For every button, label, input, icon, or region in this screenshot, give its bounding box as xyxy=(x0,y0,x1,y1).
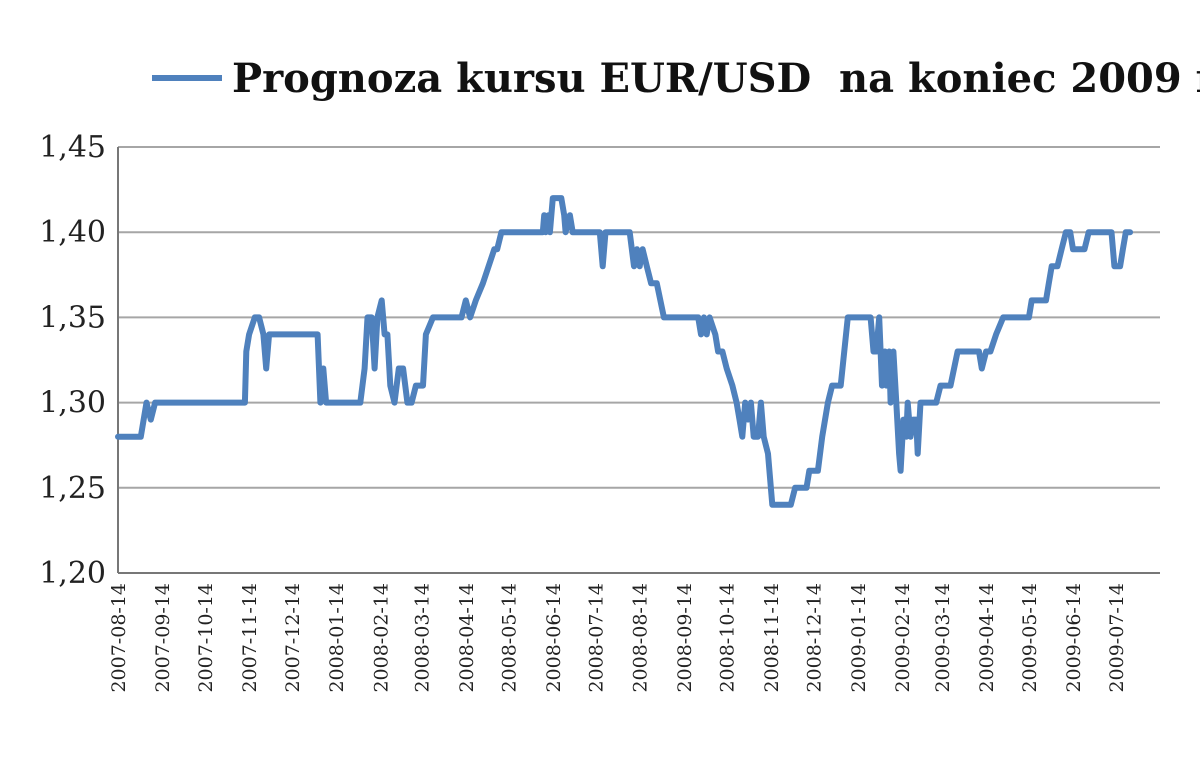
x-tick-label: 2009-07-14 xyxy=(1106,583,1128,693)
x-tick-label: 2008-09-14 xyxy=(674,583,696,693)
x-tick-label: 2009-05-14 xyxy=(1019,583,1041,693)
x-tick-label: 2008-04-14 xyxy=(456,583,478,693)
y-tick-label: 1,35 xyxy=(39,300,106,335)
y-tick-label: 1,20 xyxy=(39,556,106,591)
x-tick-label: 2008-07-14 xyxy=(586,583,608,693)
x-tick-label: 2007-10-14 xyxy=(195,583,217,693)
y-tick-label: 1,40 xyxy=(39,215,106,250)
x-tick-label: 2008-11-14 xyxy=(761,583,783,693)
x-tick-label: 2007-09-14 xyxy=(152,583,174,693)
gridlines xyxy=(118,146,1160,489)
x-tick-label: 2007-12-14 xyxy=(282,583,304,693)
x-tick-label: 2008-02-14 xyxy=(370,583,392,693)
series-line-eur-usd-forecast xyxy=(115,195,1134,508)
x-tick-label: 2009-02-14 xyxy=(892,583,914,693)
x-tick-label: 2008-08-14 xyxy=(630,583,652,693)
x-tick-label: 2007-11-14 xyxy=(239,583,261,693)
x-tick-label: 2009-01-14 xyxy=(848,583,870,693)
y-tick-label: 1,45 xyxy=(39,130,106,165)
x-tick-label: 2007-08-14 xyxy=(108,583,130,693)
x-tick-label: 2008-05-14 xyxy=(499,583,521,693)
x-tick-label: 2008-06-14 xyxy=(543,583,565,693)
x-tick-label: 2008-10-14 xyxy=(717,583,739,693)
x-tick-label: 2008-03-14 xyxy=(412,583,434,693)
y-axis-tick-labels: 1,20 1,25 1,30 1,35 1,40 1,45 xyxy=(39,130,106,591)
x-axis-tick-labels: 2007-08-14 2007-09-14 2007-10-14 2007-11-14… xyxy=(108,583,1128,693)
x-tick-label: 2009-06-14 xyxy=(1063,583,1085,693)
y-tick-label: 1,25 xyxy=(39,471,106,506)
x-tick-label: 2008-01-14 xyxy=(326,583,348,693)
x-tick-label: 2009-04-14 xyxy=(976,583,998,693)
legend-label: Prognoza kursu EUR/USD na koniec 2009 r. xyxy=(232,55,1200,102)
x-tick-label: 2009-03-14 xyxy=(932,583,954,693)
legend: Prognoza kursu EUR/USD na koniec 2009 r. xyxy=(152,55,1200,102)
x-tick-label: 2008-12-14 xyxy=(804,583,826,693)
y-tick-label: 1,30 xyxy=(39,386,106,421)
